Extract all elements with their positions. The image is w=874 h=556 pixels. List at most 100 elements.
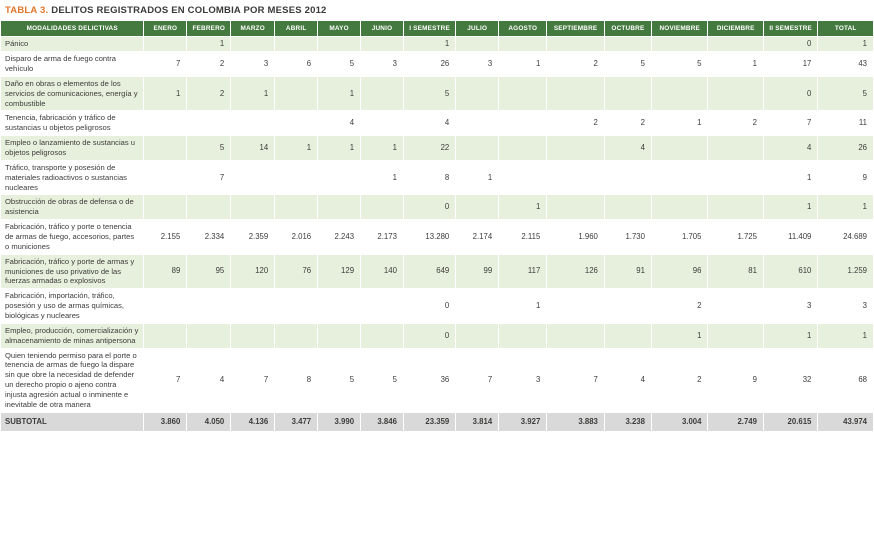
cell-value [274, 110, 319, 137]
table-row: Fabricación, tráfico y porte de armas y … [0, 253, 874, 290]
cell-value: 0 [402, 194, 457, 221]
cell-value [455, 35, 500, 53]
table-row: Fabricación, importación, tráfico, poses… [0, 288, 874, 324]
cell-value [317, 322, 362, 349]
column-header: JULIO [455, 20, 500, 37]
table-head-row: MODALIDADES DELICTIVAS ENERO FEBRERO MARZO A… [0, 20, 874, 37]
cell-value: 11.409 [762, 219, 819, 255]
cell-value: 2 [186, 51, 232, 77]
cell-value: 1 [650, 110, 709, 137]
row-label: Fabricación, importación, tráfico, poses… [0, 288, 145, 324]
cell-value [498, 35, 548, 53]
cell-value [186, 288, 232, 324]
cell-value [498, 135, 548, 161]
cell-value [546, 75, 605, 112]
cell-value: 13.280 [402, 219, 457, 255]
cell-value: 5 [317, 347, 362, 413]
cell-value: 2 [546, 110, 605, 137]
cell-value: 117 [498, 253, 548, 290]
cell-value [186, 110, 232, 137]
cell-value [603, 322, 652, 349]
column-header: MAYO [317, 20, 362, 37]
cell-value: 1 [360, 135, 404, 161]
row-label: Quien teniendo permiso para el porte o t… [0, 347, 145, 413]
cell-value [317, 35, 362, 53]
cell-value: 120 [230, 253, 276, 290]
cell-value: 649 [402, 253, 457, 290]
cell-value [360, 35, 404, 53]
cell-value: 2 [546, 51, 605, 77]
cell-value: 1 [230, 75, 276, 112]
cell-value: 2.016 [274, 219, 319, 255]
cell-value [274, 75, 319, 112]
cell-value [707, 322, 764, 349]
cell-value [274, 194, 319, 221]
row-label: Tenencia, fabricación y tráfico de susta… [0, 110, 145, 137]
column-header: NOVIEMBRE [650, 20, 709, 37]
cell-value: 1 [762, 194, 819, 221]
row-label: Empleo o lanzamiento de sustancias u obj… [0, 135, 145, 161]
subtotal-value: 20.615 [762, 411, 819, 432]
table-row: Empleo, producción, comercialización y a… [0, 322, 874, 349]
column-header: ENERO [143, 20, 188, 37]
cell-value: 2 [186, 75, 232, 112]
row-label: Disparo de arma de fuego contra vehículo [0, 51, 145, 77]
cell-value [455, 194, 500, 221]
cell-value: 610 [762, 253, 819, 290]
cell-value [317, 159, 362, 196]
cell-value: 1 [317, 75, 362, 112]
cell-value: 4 [186, 347, 232, 413]
subtotal-value: 4.050 [186, 411, 232, 432]
cell-value [230, 159, 276, 196]
cell-value: 2 [707, 110, 764, 137]
cell-value: 7 [762, 110, 819, 137]
cell-value [650, 135, 709, 161]
cell-value [360, 75, 404, 112]
cell-value: 7 [230, 347, 276, 413]
cell-value: 96 [650, 253, 709, 290]
cell-value: 91 [603, 253, 652, 290]
cell-value: 3 [762, 288, 819, 324]
cell-value: 7 [455, 347, 500, 413]
column-header: MARZO [230, 20, 276, 37]
crime-table: MODALIDADES DELICTIVAS ENERO FEBRERO MARZO A… [0, 20, 874, 432]
cell-value [274, 322, 319, 349]
table-row: Disparo de arma de fuego contra vehículo… [0, 51, 874, 77]
cell-value: 1.730 [603, 219, 652, 255]
cell-value: 1 [762, 322, 819, 349]
cell-value: 6 [274, 51, 319, 77]
cell-value: 3 [230, 51, 276, 77]
cell-value [603, 75, 652, 112]
cell-value: 0 [762, 75, 819, 112]
cell-value [230, 194, 276, 221]
cell-value [650, 159, 709, 196]
cell-value [707, 75, 764, 112]
cell-value: 1 [762, 159, 819, 196]
column-header: OCTUBRE [603, 20, 652, 37]
cell-value: 1 [650, 322, 709, 349]
cell-value [546, 159, 605, 196]
cell-value: 1 [498, 288, 548, 324]
cell-value: 2.334 [186, 219, 232, 255]
cell-value: 1 [817, 194, 874, 221]
cell-value [707, 159, 764, 196]
cell-value: 17 [762, 51, 819, 77]
cell-value: 5 [817, 75, 874, 112]
subtotal-value: 3.846 [360, 411, 404, 432]
table-row: Tráfico, transporte y posesión de materi… [0, 159, 874, 196]
cell-value [143, 159, 188, 196]
cell-value: 26 [402, 51, 457, 77]
cell-value: 76 [274, 253, 319, 290]
subtotal-value: 43.974 [817, 411, 874, 432]
table-row: Daño en obras o elementos de los servici… [0, 75, 874, 112]
cell-value: 1 [707, 51, 764, 77]
column-header: MODALIDADES DELICTIVAS [0, 20, 145, 37]
cell-value [498, 110, 548, 137]
row-label: Obstrucción de obras de defensa o de asi… [0, 194, 145, 221]
row-label: Pánico [0, 35, 145, 53]
cell-value: 2 [650, 288, 709, 324]
page-title: TABLA 3. DELITOS REGISTRADOS EN COLOMBIA … [5, 5, 874, 16]
cell-value: 36 [402, 347, 457, 413]
column-header: DICIEMBRE [707, 20, 764, 37]
subtotal-value: 3.004 [650, 411, 709, 432]
